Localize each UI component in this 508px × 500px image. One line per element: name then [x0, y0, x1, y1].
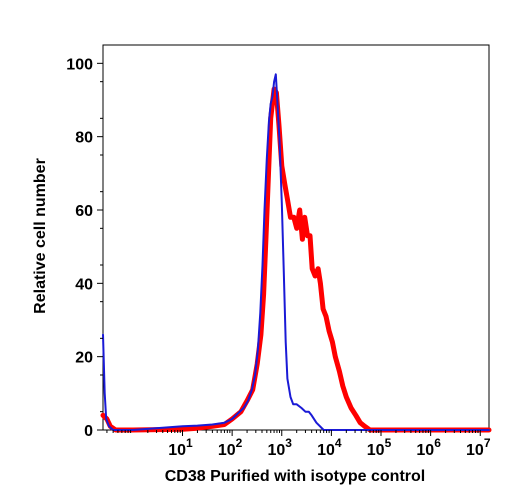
series-layer [100, 73, 492, 433]
x-tick-label: 106 [416, 436, 441, 459]
y-tick-label: 0 [84, 423, 93, 440]
x-axis: 101 102 103 104 105 106 107 [106, 430, 491, 459]
y-tick-label: 20 [75, 350, 93, 367]
y-axis-label: Relative cell number [32, 158, 49, 314]
x-axis-label: CD38 Purified with isotype control [165, 468, 425, 485]
x-tick-label: 105 [367, 436, 392, 459]
y-axis: 0 20 40 60 80 100 [66, 56, 103, 440]
x-tick-label: 107 [466, 436, 491, 459]
x-tick-label: 103 [268, 436, 293, 459]
y-tick-label: 100 [66, 56, 93, 73]
isotype-histogram-line [102, 73, 490, 431]
sample-histogram-line [100, 86, 492, 433]
x-tick-label: 104 [317, 436, 342, 459]
x-tick-label: 102 [218, 436, 243, 459]
plot-border [102, 44, 490, 431]
y-tick-label: 80 [75, 130, 93, 147]
y-tick-label: 60 [75, 203, 93, 220]
x-tick-label: 101 [168, 436, 193, 459]
plot-frame [102, 44, 490, 431]
y-tick-label: 40 [75, 276, 93, 293]
